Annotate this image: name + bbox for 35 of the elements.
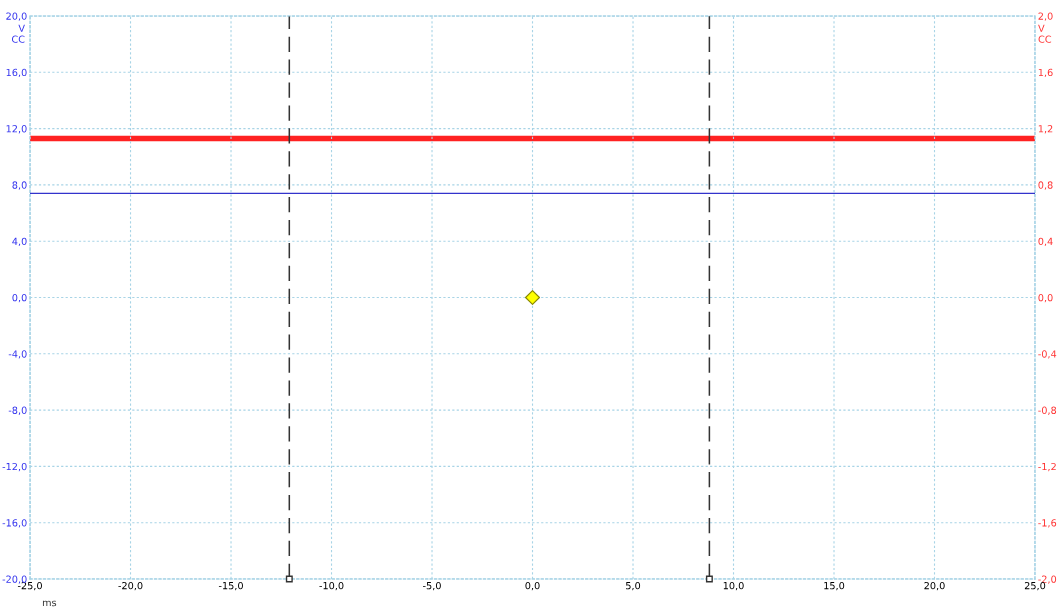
y-tick-label: 20,0 bbox=[6, 12, 27, 21]
x-tick-label: -25,0 bbox=[17, 581, 42, 591]
y2-tick-label: 1,2 bbox=[1038, 125, 1053, 134]
x-tick-label: -5,0 bbox=[423, 581, 441, 591]
y2-tick-label: -1,6 bbox=[1038, 519, 1057, 528]
y2-tick-label: -1,2 bbox=[1038, 462, 1056, 472]
x-tick-label: 0,0 bbox=[525, 581, 540, 591]
y2-tick-label: 0,0 bbox=[1038, 293, 1053, 303]
y-tick-label: 16,0 bbox=[6, 68, 27, 78]
y-tick-label: 0,0 bbox=[12, 293, 27, 303]
x-tick-label: 15,0 bbox=[824, 581, 845, 591]
y2-axis-title: V CC bbox=[1038, 24, 1052, 43]
y2-tick-label: 2,0 bbox=[1038, 12, 1053, 21]
y-tick-label: -12,0 bbox=[2, 462, 27, 472]
x-tick-label: -15,0 bbox=[218, 581, 243, 591]
y-axis-title: V CC bbox=[11, 24, 25, 43]
x-tick-label: -10,0 bbox=[319, 581, 344, 591]
y2-tick-label: -0,8 bbox=[1038, 406, 1057, 415]
y2-tick-label: 1,6 bbox=[1038, 68, 1053, 78]
y-tick-label: 12,0 bbox=[6, 125, 27, 134]
y-tick-label: -20,0 bbox=[2, 575, 27, 584]
x-tick-label: 10,0 bbox=[723, 581, 744, 591]
x-tick-label: 5,0 bbox=[626, 581, 641, 591]
x-tick-label: -20,0 bbox=[118, 581, 143, 591]
y2-tick-label: 0,4 bbox=[1038, 237, 1053, 247]
y-tick-label: -4,0 bbox=[8, 350, 27, 359]
x-axis-title: ms bbox=[42, 600, 57, 607]
y-tick-label: 8,0 bbox=[12, 181, 27, 190]
y-tick-label: -16,0 bbox=[2, 519, 27, 528]
y-tick-label: 4,0 bbox=[12, 237, 27, 247]
y2-tick-label: -2,0 bbox=[1038, 575, 1057, 584]
x-tick-label: 20,0 bbox=[924, 581, 945, 591]
y2-tick-label: -0,4 bbox=[1038, 350, 1057, 359]
y-tick-label: -8,0 bbox=[8, 406, 27, 415]
y2-tick-label: 0,8 bbox=[1038, 181, 1053, 190]
